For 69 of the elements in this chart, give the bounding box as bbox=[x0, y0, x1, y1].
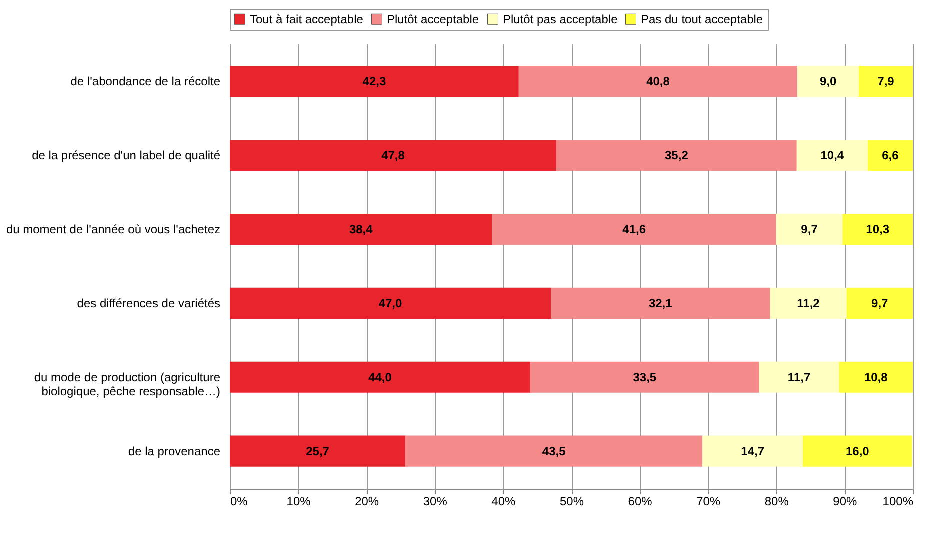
bar bbox=[230, 288, 552, 319]
bar bbox=[556, 140, 797, 172]
legend-label: Plutôt acceptable bbox=[387, 12, 480, 26]
data-label: 35,2 bbox=[665, 148, 689, 163]
bar bbox=[518, 66, 798, 98]
legend-label: Plutôt pas acceptable bbox=[503, 12, 618, 26]
data-label: 10,8 bbox=[864, 370, 888, 384]
x-tick-label: 70% bbox=[696, 494, 721, 508]
y-tick-label: des différences de variétés bbox=[77, 296, 220, 310]
data-label: 9,7 bbox=[801, 222, 818, 237]
data-label: 9,7 bbox=[872, 296, 889, 310]
x-tick-label: 80% bbox=[764, 494, 790, 508]
data-label: 10,4 bbox=[820, 148, 844, 163]
data-label: 38,4 bbox=[349, 222, 374, 237]
y-tick-label: du moment de l'année où vous l'achetez bbox=[6, 222, 220, 237]
y-tick-label: de l'abondance de la récolte bbox=[70, 74, 221, 89]
data-label: 11,2 bbox=[797, 296, 820, 310]
x-tick-label: 0% bbox=[230, 494, 248, 508]
data-label: 16,0 bbox=[846, 444, 870, 458]
data-label: 6,6 bbox=[882, 148, 900, 163]
data-label: 25,7 bbox=[306, 444, 330, 458]
data-label: 47,0 bbox=[378, 296, 403, 310]
bar bbox=[492, 214, 776, 246]
y-tick-label: de la présence d'un label de qualité bbox=[32, 148, 221, 163]
bar bbox=[230, 214, 492, 246]
x-tick-label: 60% bbox=[628, 494, 653, 508]
data-label: 14,7 bbox=[741, 444, 765, 458]
data-label: 42,3 bbox=[362, 74, 386, 89]
bar bbox=[842, 214, 913, 246]
data-label: 47,8 bbox=[382, 148, 406, 163]
data-label: 10,3 bbox=[866, 222, 890, 237]
x-tick-label: 40% bbox=[492, 494, 516, 508]
data-label: 11,7 bbox=[788, 370, 811, 384]
data-label: 44,0 bbox=[368, 370, 392, 384]
x-tick-label: 30% bbox=[423, 494, 448, 508]
y-tick-label: de la provenance bbox=[128, 444, 221, 458]
bar bbox=[230, 362, 531, 393]
data-label: 33,5 bbox=[633, 370, 657, 384]
bar bbox=[776, 214, 843, 246]
legend-label: Pas du tout acceptable bbox=[641, 12, 764, 26]
x-tick-label: 100% bbox=[882, 494, 914, 508]
x-tick-label: 10% bbox=[286, 494, 312, 508]
y-tick-label: du mode de production (agriculture biologique, pêche responsable…) bbox=[34, 370, 221, 398]
data-label: 43,5 bbox=[542, 444, 566, 458]
bar bbox=[770, 288, 847, 319]
data-label: 41,6 bbox=[622, 222, 646, 237]
x-tick-label: 20% bbox=[355, 494, 380, 508]
bar bbox=[839, 362, 913, 393]
data-label: 9,0 bbox=[820, 74, 837, 89]
bar bbox=[759, 362, 840, 393]
x-tick-label: 50% bbox=[560, 494, 584, 508]
bar bbox=[551, 288, 770, 319]
bar bbox=[406, 436, 703, 467]
legend-label: Tout à fait acceptable bbox=[250, 12, 364, 26]
bar bbox=[702, 436, 804, 467]
bar bbox=[868, 140, 913, 172]
bar bbox=[230, 66, 519, 98]
bar bbox=[530, 362, 760, 393]
x-tick-label: 90% bbox=[833, 494, 858, 508]
bar bbox=[846, 288, 913, 319]
data-label: 40,8 bbox=[646, 74, 670, 89]
bar bbox=[859, 66, 913, 98]
bar bbox=[796, 140, 868, 172]
data-label: 32,1 bbox=[648, 296, 673, 310]
bar bbox=[798, 66, 860, 98]
data-label: 7,9 bbox=[878, 74, 895, 89]
bar bbox=[803, 436, 912, 467]
bar bbox=[230, 436, 406, 467]
bar bbox=[230, 140, 556, 172]
